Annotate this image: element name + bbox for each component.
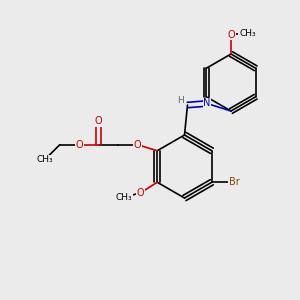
Text: O: O [137, 188, 145, 198]
Text: H: H [178, 96, 184, 105]
Text: CH₃: CH₃ [239, 28, 256, 38]
Text: O: O [227, 29, 235, 40]
Text: O: O [134, 140, 142, 150]
Text: O: O [95, 116, 103, 126]
Text: O: O [75, 140, 83, 150]
Text: CH₃: CH₃ [36, 155, 53, 164]
Text: N: N [203, 98, 211, 109]
Text: CH₃: CH₃ [116, 193, 133, 202]
Text: Br: Br [229, 177, 240, 187]
